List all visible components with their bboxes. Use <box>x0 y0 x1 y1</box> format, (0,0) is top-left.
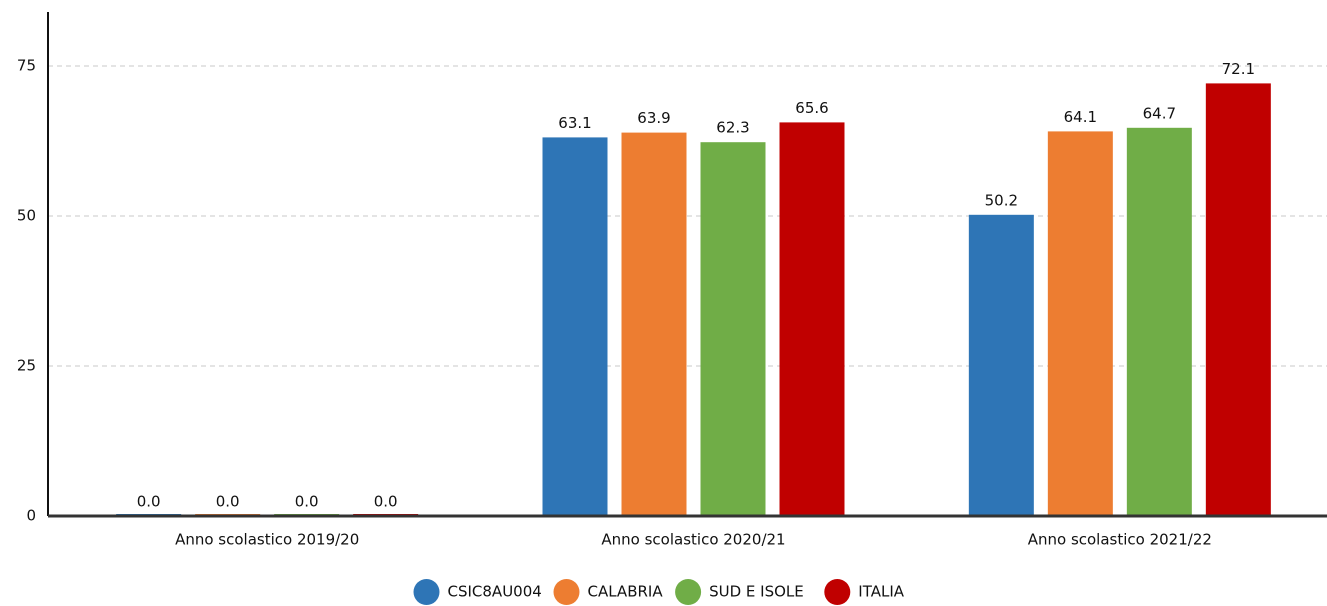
legend-marker <box>553 579 580 605</box>
value-label: 64.1 <box>1064 108 1097 126</box>
value-label: 72.1 <box>1222 60 1255 78</box>
legend-label: ITALIA <box>858 583 904 601</box>
value-label: 63.1 <box>558 114 591 132</box>
bar <box>700 142 766 516</box>
value-label: 0.0 <box>216 493 240 511</box>
legend-marker <box>824 579 851 605</box>
value-label: 0.0 <box>137 493 161 511</box>
legend-label: CALABRIA <box>588 583 664 601</box>
bar <box>1047 131 1113 516</box>
bar <box>779 122 845 517</box>
value-label: 50.2 <box>985 191 1018 209</box>
y-tick-label: 25 <box>17 357 36 375</box>
bar <box>542 137 608 516</box>
bar <box>1126 127 1192 517</box>
value-label: 64.7 <box>1143 104 1176 122</box>
y-tick-label: 75 <box>17 57 36 75</box>
y-tick-label: 50 <box>17 207 36 225</box>
y-tick-label: 0 <box>26 507 36 525</box>
value-label: 62.3 <box>716 119 749 137</box>
x-tick-label: Anno scolastico 2021/22 <box>1028 531 1212 549</box>
value-label: 63.9 <box>637 109 670 127</box>
x-tick-label: Anno scolastico 2020/21 <box>601 531 785 549</box>
value-label: 65.6 <box>795 99 828 117</box>
value-label: 0.0 <box>374 493 398 511</box>
x-tick-label: Anno scolastico 2019/20 <box>175 531 359 549</box>
legend-marker <box>413 579 440 605</box>
value-label: 0.0 <box>295 493 319 511</box>
legend-label: CSIC8AU004 <box>448 583 542 601</box>
bar <box>1205 83 1271 517</box>
bar <box>621 132 687 516</box>
legend-marker <box>675 579 702 605</box>
legend-label: SUD E ISOLE <box>709 583 804 601</box>
bar <box>968 214 1034 517</box>
